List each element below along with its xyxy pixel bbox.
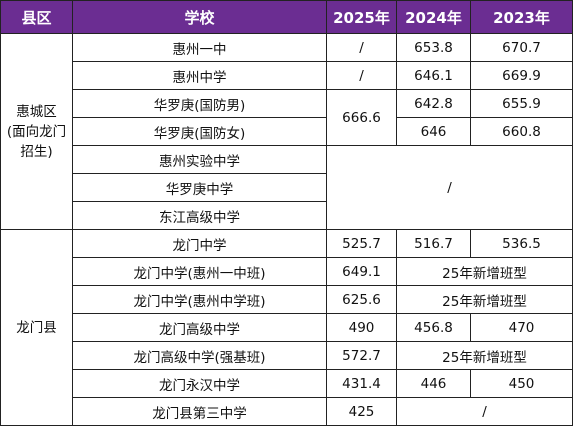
- school-cell: 惠州中学: [72, 61, 327, 90]
- school-cell: 东江高级中学: [72, 201, 327, 230]
- score-cell: 450: [470, 369, 573, 398]
- school-cell: 龙门中学(惠州一中班): [72, 257, 327, 286]
- row: 龙门县 龙门中学 525.7 516.7 536.5: [0, 229, 573, 426]
- score-cell: 660.8: [470, 117, 573, 146]
- score-cell: 490: [326, 313, 397, 342]
- school-cell: 龙门高级中学(强基班): [72, 341, 327, 370]
- row: 华罗庚(国防男) 666.6 642.8 655.9: [1, 89, 573, 146]
- header-cell: 2024年: [396, 0, 471, 34]
- school-cell: 龙门中学(惠州中学班): [72, 285, 327, 314]
- score-cell: 655.9: [470, 89, 573, 118]
- score-cell: 456.8: [396, 313, 471, 342]
- row: 惠州实验中学 /: [1, 145, 573, 230]
- district-cell: 惠城区 (面向龙门 招生): [0, 33, 73, 230]
- row: 龙门高级中学(强基班) 572.7 25年新增班型: [1, 341, 573, 370]
- district-cell: 龙门县: [0, 229, 73, 426]
- score-cell: 669.9: [470, 61, 573, 90]
- score-cell: 525.7: [326, 229, 397, 258]
- row: 华罗庚中学: [1, 173, 573, 202]
- score-cell: 446: [396, 369, 471, 398]
- school-cell: 龙门县第三中学: [72, 397, 327, 426]
- header-cell: 2023年: [470, 0, 573, 34]
- score-cell: 572.7: [326, 341, 397, 370]
- row: 龙门中学(惠州中学班) 625.6 25年新增班型: [1, 285, 573, 314]
- score-cell: 666.6: [326, 89, 397, 146]
- row: 惠城区 (面向龙门 招生) 惠州一中 / 653.8 670.7: [0, 33, 573, 230]
- header-row: 县区 学校 2025年 2024年 2023年: [0, 0, 573, 34]
- score-cell: 536.5: [470, 229, 573, 258]
- row: 龙门永汉中学 431.4 446 450: [1, 369, 573, 398]
- score-cell: 425: [326, 397, 397, 426]
- row: 龙门县第三中学 425 /: [1, 397, 573, 426]
- school-cell: 龙门中学: [72, 229, 327, 258]
- score-cell: /: [326, 33, 397, 62]
- score-cell: /: [326, 61, 397, 90]
- row: 龙门中学(惠州一中班) 649.1 25年新增班型: [1, 257, 573, 286]
- school-cell: 华罗庚(国防女): [72, 117, 327, 146]
- score-cell: 649.1: [326, 257, 397, 286]
- score-cell: 431.4: [326, 369, 397, 398]
- score-cell: 646.1: [396, 61, 471, 90]
- school-cell: 惠州实验中学: [72, 145, 327, 174]
- score-cell: 653.8: [396, 33, 471, 62]
- score-cell: 625.6: [326, 285, 397, 314]
- school-cell: 龙门永汉中学: [72, 369, 327, 398]
- row: 东江高级中学: [1, 201, 573, 230]
- note-cell: 25年新增班型: [396, 341, 573, 370]
- note-cell: 25年新增班型: [396, 257, 573, 286]
- header-cell: 县区: [0, 0, 73, 34]
- note-cell: 25年新增班型: [396, 285, 573, 314]
- score-cell: 646: [396, 117, 471, 146]
- header-cell: 2025年: [326, 0, 397, 34]
- row: 龙门高级中学 490 456.8 470: [1, 313, 573, 342]
- row: 华罗庚(国防女) 646 660.8: [1, 117, 573, 146]
- row: 惠州中学 / 646.1 669.9: [1, 61, 573, 90]
- score-cell: 470: [470, 313, 573, 342]
- school-cell: 华罗庚(国防男): [72, 89, 327, 118]
- header-cell: 学校: [72, 0, 327, 34]
- school-cell: 龙门高级中学: [72, 313, 327, 342]
- score-cell: 516.7: [396, 229, 471, 258]
- school-cell: 华罗庚中学: [72, 173, 327, 202]
- score-cell: /: [396, 397, 573, 426]
- score-cell: /: [326, 145, 573, 230]
- score-cell: 670.7: [470, 33, 573, 62]
- school-cell: 惠州一中: [72, 33, 327, 62]
- score-cell: 642.8: [396, 89, 471, 118]
